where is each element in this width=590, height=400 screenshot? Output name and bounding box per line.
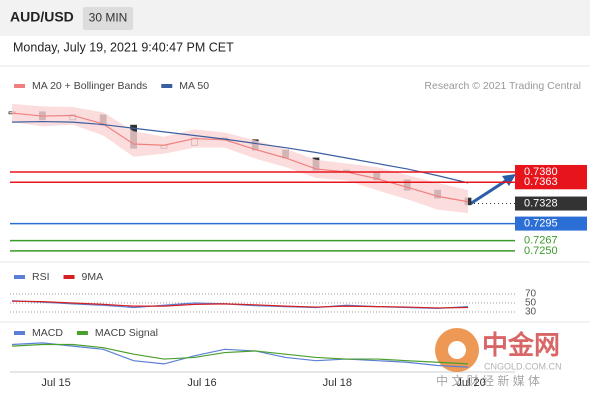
watermark-logo-inner <box>448 341 466 359</box>
series-line <box>11 343 469 365</box>
watermark-name: 中金网 <box>482 330 560 360</box>
watermark: 中金网 CNGOLD.COM.CN 中 文 财 经 新 媒 体 <box>435 328 562 388</box>
legend-swatch <box>14 84 25 88</box>
x-tick-label: Jul 15 <box>41 377 70 389</box>
legend-label: MA 50 <box>179 80 209 92</box>
level-box <box>515 196 587 211</box>
series-line <box>11 342 469 368</box>
level-box <box>515 216 587 231</box>
legend-label: RSI <box>32 271 50 283</box>
legend-label: 9MA <box>82 271 104 283</box>
symbol: AUD/USD <box>10 9 74 25</box>
level-box <box>515 175 587 190</box>
x-tick-label: Jul 20 <box>456 377 485 389</box>
x-tick-label: Jul 16 <box>187 377 216 389</box>
legend-swatch <box>161 84 173 88</box>
forecast-arrowhead <box>502 174 516 186</box>
level-label: 0.7380 <box>524 166 558 178</box>
bollinger-band <box>12 103 468 214</box>
credit: Research © 2021 Trading Central <box>424 80 581 92</box>
level-label: 0.7250 <box>524 245 558 257</box>
level-label: 0.7328 <box>524 197 558 209</box>
legend-label: MA 20 + Bollinger Bands <box>32 80 147 92</box>
interval-box[interactable] <box>83 7 133 30</box>
x-tick-label: Jul 18 <box>323 377 352 389</box>
interval[interactable]: 30 MIN <box>89 11 128 25</box>
y-tick-label: 70 <box>525 289 537 300</box>
legend-swatch <box>14 331 25 335</box>
legend-label: MACD Signal <box>95 327 158 339</box>
legend-swatch <box>76 331 88 335</box>
level-label: 0.7267 <box>524 235 558 247</box>
level-label: 0.7295 <box>524 217 558 229</box>
legend-swatch <box>14 275 25 279</box>
series-line <box>11 300 469 309</box>
legend-label: MACD <box>32 327 63 339</box>
level-label: 0.7363 <box>524 176 558 188</box>
legend-swatch <box>63 275 75 279</box>
series-line <box>11 120 469 184</box>
watermark-site: CNGOLD.COM.CN <box>484 361 562 371</box>
watermark-tagline: 中 文 财 经 新 媒 体 <box>436 373 540 388</box>
timestamp: Monday, July 19, 2021 9:40:47 PM CET <box>13 40 234 54</box>
y-tick-label: 30 <box>525 307 537 318</box>
y-tick-label: 50 <box>525 298 537 309</box>
